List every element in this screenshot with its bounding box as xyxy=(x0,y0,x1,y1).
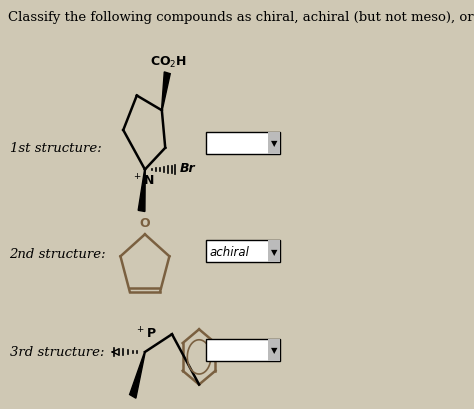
Text: $^+$P: $^+$P xyxy=(136,325,157,340)
FancyBboxPatch shape xyxy=(268,241,280,263)
Text: 1st structure:: 1st structure: xyxy=(9,142,101,155)
Text: Classify the following compounds as chiral, achiral (but not meso), or meso.: Classify the following compounds as chir… xyxy=(8,11,474,24)
Polygon shape xyxy=(129,352,145,398)
Text: ▼: ▼ xyxy=(271,346,277,355)
FancyBboxPatch shape xyxy=(206,241,280,263)
FancyBboxPatch shape xyxy=(268,133,280,154)
Text: ▼: ▼ xyxy=(271,247,277,256)
Text: achiral: achiral xyxy=(209,245,249,258)
Text: 3rd structure:: 3rd structure: xyxy=(9,346,104,359)
Text: $^+$N: $^+$N xyxy=(132,173,155,188)
Text: Br: Br xyxy=(180,162,196,175)
Text: CO$_2$H: CO$_2$H xyxy=(150,55,187,70)
FancyBboxPatch shape xyxy=(206,133,280,154)
Polygon shape xyxy=(162,73,170,111)
Polygon shape xyxy=(138,170,145,212)
Text: O: O xyxy=(140,217,150,230)
Text: 2nd structure:: 2nd structure: xyxy=(9,247,106,260)
FancyBboxPatch shape xyxy=(206,339,280,361)
Text: ▼: ▼ xyxy=(271,139,277,148)
FancyBboxPatch shape xyxy=(268,339,280,361)
